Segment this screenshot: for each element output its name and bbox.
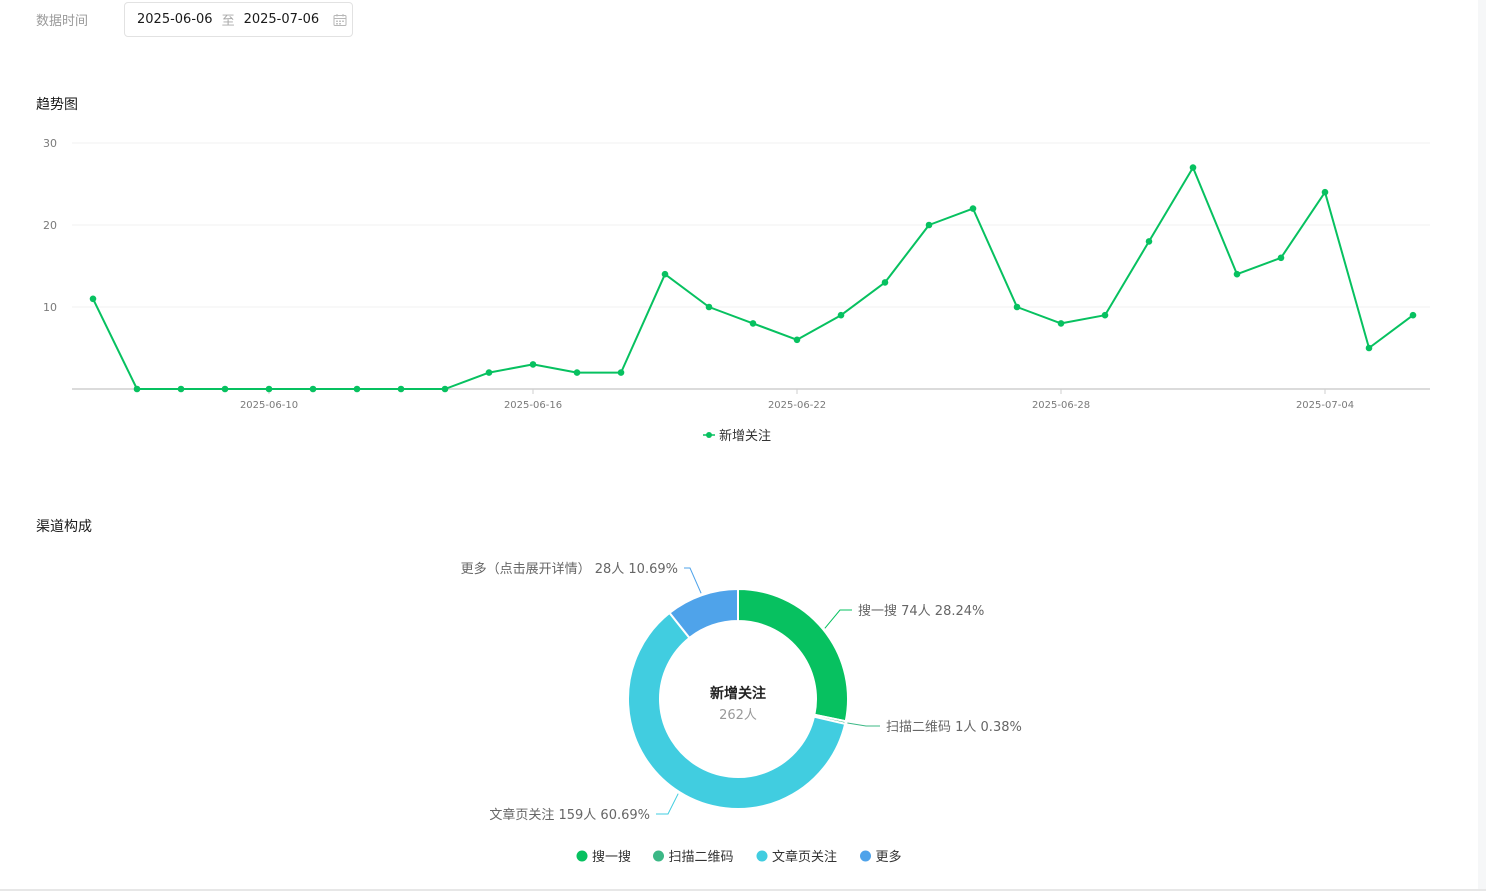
donut-center-value: 262人 <box>719 708 757 723</box>
x-tick-label: 2025-06-16 <box>504 400 562 411</box>
x-tick-label: 2025-06-28 <box>1032 400 1090 411</box>
data-point <box>749 320 757 327</box>
leader-line-扫描二维码 <box>847 722 880 727</box>
data-point <box>177 385 185 393</box>
leader-line-搜一搜 <box>824 609 852 629</box>
channel-donut-chart: 新增关注 262人 搜一搜 74人 28.24% 扫描二维码 1人 0.38% 文章页关… <box>461 561 1022 865</box>
data-point <box>529 361 537 368</box>
data-point <box>573 369 581 376</box>
legend-item[interactable]: 新增关注 <box>703 428 771 444</box>
channel-chart-title: 渠道构成 <box>36 519 92 535</box>
data-point <box>617 369 625 376</box>
y-tick-label: 10 <box>43 301 57 314</box>
data-point <box>1101 311 1109 319</box>
date-separator: 至 <box>221 14 235 29</box>
data-point <box>397 385 405 393</box>
data-point <box>1365 344 1373 352</box>
legend-color-dot <box>860 850 871 862</box>
end-date[interactable]: 2025-07-06 <box>243 12 320 27</box>
x-tick-label: 2025-07-04 <box>1296 400 1354 411</box>
series-line-新增关注 <box>92 166 1414 390</box>
trend-chart-title: 趋势图 <box>36 97 78 113</box>
legend-label: 搜一搜 <box>592 850 631 865</box>
right-scroll-gutter <box>1478 0 1486 891</box>
legend-dot-marker <box>706 432 712 438</box>
data-point <box>1277 254 1285 262</box>
data-point <box>1233 270 1241 278</box>
data-point <box>793 336 801 344</box>
data-point <box>441 385 449 393</box>
legend-item-更多[interactable]: 更多 <box>860 849 902 865</box>
data-point <box>881 279 889 286</box>
slice-label-扫描二维码: 扫描二维码 1人 0.38% <box>886 720 1022 735</box>
data-point <box>485 369 493 376</box>
data-point <box>265 385 273 393</box>
legend-color-dot <box>756 850 768 862</box>
data-point <box>837 311 845 319</box>
x-tick-label: 2025-06-10 <box>240 400 298 411</box>
legend-item-搜一搜[interactable]: 搜一搜 <box>576 850 632 865</box>
data-point <box>309 385 317 393</box>
data-point <box>1409 311 1417 319</box>
legend-color-dot <box>576 850 588 862</box>
x-tick-label: 2025-06-22 <box>768 400 826 411</box>
donut-slice-更多[interactable] <box>668 587 739 640</box>
data-point <box>1189 164 1197 171</box>
data-point <box>133 385 141 393</box>
legend-label: 文章页关注 <box>772 849 837 865</box>
legend-label: 更多 <box>876 849 902 865</box>
data-point <box>353 385 361 393</box>
date-filter-label: 数据时间 <box>36 14 89 29</box>
data-point <box>969 205 977 212</box>
data-point <box>1057 320 1065 327</box>
legend-color-dot <box>653 850 664 862</box>
legend-item-扫描二维码[interactable]: 扫描二维码 <box>653 850 734 865</box>
start-date[interactable]: 2025-06-06 <box>137 12 213 27</box>
slice-label-搜一搜: 搜一搜 74人 28.24% <box>858 604 984 619</box>
legend-label: 新增关注 <box>719 428 771 444</box>
slice-label-文章页关注: 文章页关注 159人 60.69% <box>489 807 650 823</box>
trend-line-chart: 10 20 30 2025-06-10 2025-06-16 2025-06-22 2025… <box>43 137 1430 444</box>
data-point <box>705 303 713 311</box>
leader-line-更多 <box>684 567 702 594</box>
leader-line-文章页关注 <box>656 793 679 815</box>
data-point <box>89 295 97 303</box>
data-point <box>1145 238 1153 245</box>
calendar-icon[interactable] <box>333 13 347 27</box>
donut-center-title: 新增关注 <box>710 685 766 702</box>
data-point <box>1013 303 1021 311</box>
data-point <box>1321 188 1329 196</box>
y-tick-label: 20 <box>43 219 57 232</box>
data-point <box>925 221 933 229</box>
y-tick-label: 30 <box>43 137 57 150</box>
legend-label: 扫描二维码 <box>669 850 734 865</box>
legend-item-文章页关注[interactable]: 文章页关注 <box>756 849 838 865</box>
bottom-divider <box>0 889 1486 891</box>
data-point <box>661 270 669 278</box>
date-range-picker[interactable]: 2025-06-06 至 2025-07-06 <box>124 2 353 37</box>
slice-label-更多: 更多（点击展开详情） 28人 10.69% <box>461 561 678 577</box>
donut-slice-文章页关注[interactable] <box>627 611 847 810</box>
data-point <box>221 385 229 393</box>
